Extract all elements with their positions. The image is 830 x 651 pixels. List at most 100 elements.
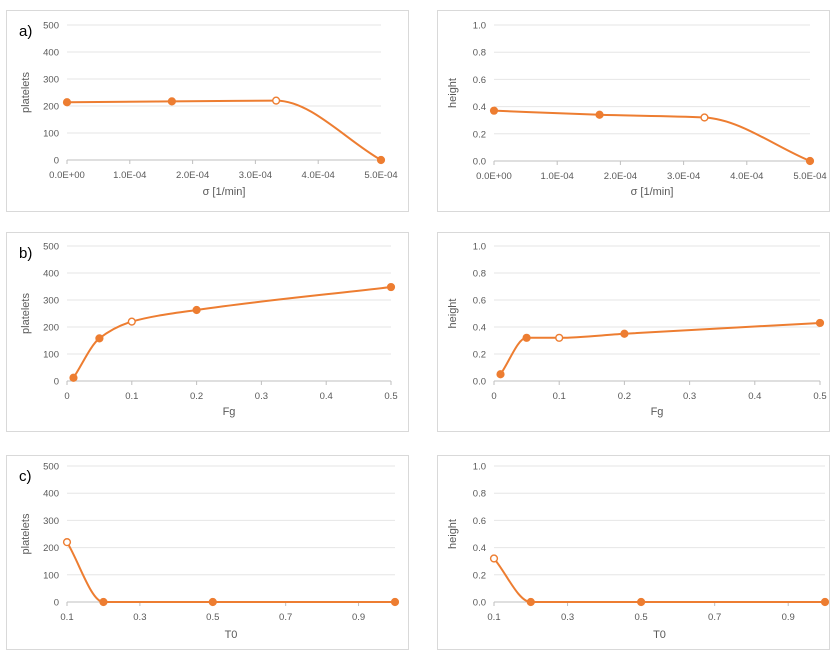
x-tick-label: 0.7 (279, 612, 292, 623)
data-point-hollow (700, 113, 709, 122)
y-tick-label: 0.4 (473, 102, 486, 113)
chart-svg: 0 100 200 300 400 500 0.1 0.3 0.5 0.7 0.9 platelets… (20, 462, 400, 641)
x-tick-label: 0.3 (683, 391, 696, 402)
y-tick-label: 500 (43, 21, 59, 32)
series-line (66, 99, 382, 161)
x-tick-label: 0.4 (748, 391, 761, 402)
y-tick-label: 0.0 (473, 598, 486, 609)
chart-svg: 0 100 200 300 400 500 0 0.1 0.2 0.3 0.4 0.5 platelet… (20, 242, 398, 419)
x-tick-label: 0 (491, 391, 496, 402)
y-tick-label: 400 (43, 269, 59, 280)
y-tick-label: 0.2 (473, 129, 486, 140)
data-point (390, 597, 400, 607)
panel-label: a) (19, 23, 33, 40)
x-tick-label: 0.5 (813, 391, 826, 402)
data-point (820, 597, 830, 607)
chart-panel: b) 0 100 200 300 400 500 0 0.1 0.2 0.3 0.4 0.5 platel… (6, 232, 409, 432)
x-tick-label: 0.4 (320, 391, 333, 402)
chart-svg: 0.0 0.2 0.4 0.6 0.8 1.0 0.1 0.3 0.5 0.7 0.9 height T… (447, 462, 830, 641)
data-point (496, 370, 505, 379)
data-point (526, 597, 535, 607)
y-tick-label: 200 (43, 102, 59, 113)
data-point (489, 106, 499, 115)
y-tick-label: 400 (43, 489, 59, 500)
chart-svg: 0.0 0.2 0.4 0.6 0.8 1.0 0 0.1 0.2 0.3 0.4 0.5 height… (447, 242, 827, 419)
data-point (805, 156, 815, 166)
y-tick-label: 300 (43, 75, 59, 86)
data-point-hollow (127, 317, 136, 326)
x-tick-label: 0.3 (255, 391, 268, 402)
y-tick-label: 1.0 (473, 242, 486, 253)
series-line (72, 286, 392, 379)
x-tick-label: 3.0E-04 (667, 171, 700, 182)
y-axis-title: height (447, 519, 459, 549)
y-axis-title: platelets (20, 293, 32, 334)
data-point-hollow (272, 96, 281, 105)
y-tick-label: 0.6 (473, 516, 486, 527)
x-tick-label: 2.0E-04 (176, 170, 209, 181)
x-tick-label: 0.0E+00 (476, 171, 512, 182)
x-tick-label: 0.2 (190, 391, 203, 402)
data-point (620, 329, 629, 338)
x-tick-label: 0 (64, 391, 69, 402)
x-tick-label: 0.9 (352, 612, 365, 623)
x-tick-label: 0.2 (618, 391, 631, 402)
x-axis-title: T0 (653, 629, 666, 641)
data-point (69, 373, 78, 382)
x-axis-title: Fg (223, 406, 236, 418)
y-tick-label: 0.0 (473, 377, 486, 388)
y-axis-title: platelets (20, 72, 32, 113)
data-point (595, 110, 604, 119)
data-point (99, 597, 108, 607)
x-axis-title: T0 (225, 629, 238, 641)
y-tick-label: 0.4 (473, 323, 486, 334)
y-tick-label: 100 (43, 350, 59, 361)
data-point (95, 334, 104, 343)
x-tick-label: 0.7 (708, 612, 721, 623)
chart-svg: 0.0 0.2 0.4 0.6 0.8 1.0 0.0E+00 1.0E-04 2.0E-04 3… (447, 21, 827, 199)
x-tick-label: 2.0E-04 (604, 171, 637, 182)
x-tick-label: 5.0E-04 (364, 170, 397, 181)
chart-panel: c) 0 100 200 300 400 500 0.1 0.3 0.5 0.7 0.9 platele… (6, 455, 409, 650)
x-tick-label: 5.0E-04 (793, 171, 826, 182)
x-tick-label: 0.0E+00 (49, 170, 85, 181)
data-point-hollow (489, 554, 499, 563)
x-tick-label: 0.1 (125, 391, 138, 402)
y-tick-label: 500 (43, 242, 59, 253)
chart-panel: a) 0 100 200 300 400 500 0.0E+00 1.0E-04 2.0E-04 3… (6, 10, 409, 212)
y-axis-title: height (447, 299, 459, 329)
y-tick-label: 100 (43, 570, 59, 581)
y-tick-label: 0.2 (473, 350, 486, 361)
y-axis-title: platelets (20, 513, 32, 554)
x-axis-title: σ [1/min] (631, 186, 674, 198)
series-line (499, 321, 821, 375)
y-tick-label: 300 (43, 516, 59, 527)
x-tick-label: 4.0E-04 (730, 171, 763, 182)
y-tick-label: 500 (43, 462, 59, 473)
y-tick-label: 0.2 (473, 570, 486, 581)
x-tick-label: 1.0E-04 (113, 170, 146, 181)
y-tick-label: 0.8 (473, 269, 486, 280)
data-point (386, 282, 396, 292)
data-point (62, 98, 72, 107)
y-tick-label: 300 (43, 296, 59, 307)
series-line (493, 109, 811, 162)
x-tick-label: 0.9 (782, 612, 795, 623)
chart-panel: 0.0 0.2 0.4 0.6 0.8 1.0 0.1 0.3 0.5 0.7 0.9 height T… (437, 455, 830, 650)
y-tick-label: 0.6 (473, 296, 486, 307)
y-tick-label: 1.0 (473, 462, 486, 473)
data-point (522, 333, 531, 342)
series-line (493, 557, 825, 603)
y-tick-label: 0.0 (473, 157, 486, 168)
chart-svg: 0 100 200 300 400 500 0.0E+00 1.0E-04 2.0E-04 3.0… (20, 21, 398, 199)
x-tick-label: 0.1 (553, 391, 566, 402)
x-tick-label: 0.1 (487, 612, 500, 623)
panel-label: c) (19, 468, 32, 485)
y-tick-label: 0.4 (473, 543, 486, 554)
data-point (167, 97, 176, 106)
data-point (815, 318, 825, 328)
x-tick-label: 4.0E-04 (302, 170, 335, 181)
data-point (192, 305, 201, 315)
y-tick-label: 400 (43, 48, 59, 59)
y-axis-title: height (447, 78, 459, 108)
